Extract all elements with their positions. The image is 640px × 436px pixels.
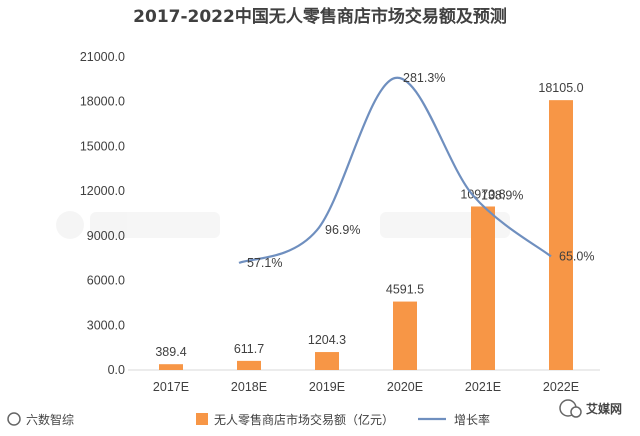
line-value-label: 96.9% <box>325 223 360 237</box>
bar <box>237 360 261 370</box>
y-axis: 0.0 3000.0 6000.0 9000.0 12000.0 15000.0 18000… <box>80 50 125 377</box>
x-tick-label: 2019E <box>309 380 345 394</box>
y-tick-label: 6000.0 <box>87 274 125 288</box>
x-tick-label: 2017E <box>153 380 189 394</box>
y-tick-label: 15000.0 <box>80 139 125 153</box>
line-value-label: 57.1% <box>247 256 282 270</box>
watermark-left: 六数智综 <box>7 412 74 427</box>
bar <box>159 364 183 370</box>
watermark-left-text: 六数智综 <box>26 412 74 427</box>
y-tick-label: 3000.0 <box>87 318 125 332</box>
y-tick-label: 21000.0 <box>80 50 125 64</box>
x-tick-label: 2018E <box>231 380 267 394</box>
line-value-label: 281.3% <box>403 71 445 85</box>
legend-label-bar: 无人零售商店市场交易额（亿元） <box>214 412 394 427</box>
bar-value-label: 4591.5 <box>386 283 424 297</box>
watermark-left-icon <box>7 412 21 426</box>
y-tick-label: 0.0 <box>108 363 125 377</box>
watermark-right-text: 艾媒网 <box>586 401 622 416</box>
bars <box>159 100 573 370</box>
bar-value-label: 389.4 <box>155 345 186 359</box>
wechat-icon-small <box>570 406 582 418</box>
x-tick-label: 2022E <box>543 380 579 394</box>
bar <box>315 352 339 370</box>
legend-label-line: 增长率 <box>454 412 490 427</box>
line-value-label: 65.0% <box>559 249 594 263</box>
x-axis: 2017E 2018E 2019E 2020E 2021E 2022E <box>153 380 579 394</box>
y-tick-label: 18000.0 <box>80 95 125 109</box>
line-labels: 57.1% 96.9% 281.3% 138.9% 65.0% <box>247 71 594 270</box>
bar-value-label: 1204.3 <box>308 333 346 347</box>
x-tick-label: 2020E <box>387 380 423 394</box>
legend-swatch-bar <box>196 413 208 425</box>
x-tick-label: 2021E <box>465 380 501 394</box>
bar <box>471 206 495 370</box>
legend: 无人零售商店市场交易额（亿元） 增长率 <box>196 412 490 427</box>
bar-value-label: 611.7 <box>234 342 264 356</box>
bar-value-label: 10970.8 <box>460 187 505 201</box>
y-tick-label: 12000.0 <box>80 184 125 198</box>
watermark-right: 艾媒网 <box>559 399 622 418</box>
bar <box>393 301 417 370</box>
chart-title: 2017-2022中国无人零售商店市场交易额及预测 <box>133 6 507 27</box>
bar-labels: 389.4 611.7 1204.3 4591.5 10970.8 18105.0 <box>155 81 583 359</box>
bar <box>549 100 573 370</box>
growth-rate-line <box>238 76 552 264</box>
y-tick-label: 9000.0 <box>87 229 125 243</box>
bar-value-label: 18105.0 <box>538 81 583 95</box>
line-value-label: 138.9% <box>481 188 523 202</box>
